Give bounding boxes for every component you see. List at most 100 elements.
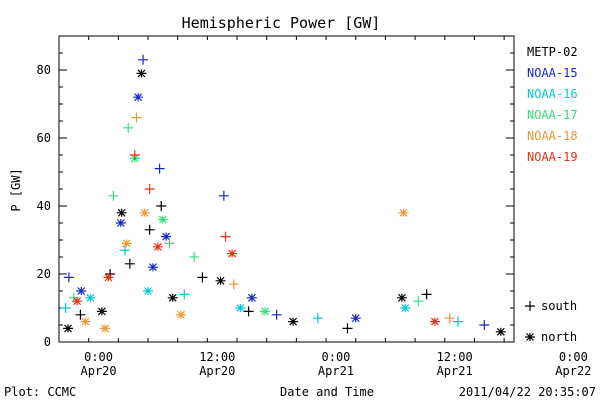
data-point-north xyxy=(136,69,147,78)
data-point-south xyxy=(444,313,455,324)
data-point-south xyxy=(138,54,149,65)
data-points xyxy=(60,54,506,336)
legend-entry: NOAA-16 xyxy=(527,87,578,101)
data-point-south xyxy=(271,309,282,320)
data-point-north xyxy=(400,304,411,312)
data-point-north xyxy=(157,215,168,224)
legend-marker-plus xyxy=(525,301,535,311)
data-point-north xyxy=(429,317,440,326)
data-point-north xyxy=(80,317,91,326)
legend-marker-label: south xyxy=(541,299,577,313)
data-point-south xyxy=(421,289,432,300)
legend-entry: NOAA-15 xyxy=(527,66,578,80)
data-point-north xyxy=(85,293,96,302)
legend-entry: NOAA-18 xyxy=(527,129,578,143)
series-metp-02 xyxy=(63,69,506,336)
x-tick-date-label: Apr21 xyxy=(437,364,473,378)
y-tick-label: 40 xyxy=(37,199,51,213)
x-tick-label: 0:00 xyxy=(322,350,351,364)
series-noaa-16 xyxy=(60,245,463,327)
data-point-north xyxy=(227,249,238,258)
data-point-south xyxy=(243,306,254,317)
data-point-north xyxy=(167,293,178,302)
data-point-north xyxy=(76,287,87,295)
y-tick-label: 60 xyxy=(37,131,51,145)
x-tick-date-label: Apr20 xyxy=(81,364,117,378)
data-point-north xyxy=(260,307,271,316)
data-point-north xyxy=(175,310,186,319)
data-point-south xyxy=(131,112,142,123)
data-point-north xyxy=(100,324,111,333)
data-point-south xyxy=(123,122,134,133)
footer-source: Plot: CCMC xyxy=(4,385,76,399)
data-point-north xyxy=(115,219,126,227)
data-point-north xyxy=(288,317,299,326)
x-tick-label: 0:00 xyxy=(84,350,113,364)
data-point-north xyxy=(495,327,506,336)
series-noaa-17 xyxy=(68,122,424,316)
data-point-south xyxy=(179,289,190,300)
x-tick-label: 12:00 xyxy=(199,350,235,364)
data-point-north xyxy=(72,297,83,306)
data-point-south xyxy=(342,323,353,334)
y-tick-label: 80 xyxy=(37,63,51,77)
y-axis-label: P [GW] xyxy=(9,168,23,211)
data-point-north xyxy=(133,93,144,102)
footer-timestamp: 2011/04/22 20:35:07 xyxy=(459,385,596,399)
y-tick-label: 20 xyxy=(37,267,51,281)
series-noaa-19 xyxy=(72,150,440,326)
x-axis-label: Date and Time xyxy=(280,385,374,399)
y-tick-label: 0 xyxy=(44,335,51,349)
data-point-north xyxy=(152,242,163,251)
data-point-south xyxy=(452,316,463,327)
data-point-north xyxy=(121,239,132,248)
data-point-south xyxy=(124,258,135,269)
chart-title: Hemispheric Power [GW] xyxy=(182,14,381,32)
data-point-south xyxy=(63,272,74,283)
data-point-south xyxy=(60,303,71,313)
x-tick-date-label: Apr21 xyxy=(318,364,354,378)
data-point-south xyxy=(119,245,130,256)
data-point-south xyxy=(413,296,424,307)
x-tick-date-label: Apr20 xyxy=(199,364,235,378)
data-point-north xyxy=(246,293,257,302)
x-tick-date-label: Apr22 xyxy=(555,364,591,378)
data-point-north xyxy=(161,232,172,241)
legend-entry: NOAA-19 xyxy=(527,150,578,164)
series-noaa-18 xyxy=(80,112,455,333)
data-point-north xyxy=(116,208,127,217)
data-point-south xyxy=(144,224,155,235)
data-point-south xyxy=(479,320,490,330)
data-point-south xyxy=(312,313,323,324)
legend-entry: METP-02 xyxy=(527,45,578,59)
data-point-north xyxy=(143,287,154,295)
data-point-south xyxy=(154,163,165,174)
data-point-south xyxy=(144,184,155,194)
data-point-north xyxy=(398,208,409,217)
data-point-south xyxy=(197,272,208,283)
data-point-north xyxy=(350,314,361,323)
data-point-north xyxy=(235,304,246,312)
x-tick-label: 12:00 xyxy=(437,350,473,364)
data-point-south xyxy=(129,150,140,160)
data-point-south xyxy=(75,309,86,320)
data-point-south xyxy=(220,231,231,242)
data-point-north xyxy=(147,263,158,272)
data-point-north xyxy=(215,276,226,285)
data-point-south xyxy=(156,201,167,211)
legend-entry: NOAA-17 xyxy=(527,108,578,122)
data-point-north xyxy=(396,293,407,302)
data-point-south xyxy=(228,279,239,290)
series-noaa-15 xyxy=(63,54,490,330)
legend-marker-label: north xyxy=(541,330,577,344)
data-point-south xyxy=(108,190,119,201)
data-point-north xyxy=(103,273,114,282)
data-point-north xyxy=(63,324,74,333)
data-point-north xyxy=(96,307,107,316)
plot-frame xyxy=(58,35,515,343)
data-point-north xyxy=(139,208,150,217)
legend: METP-02 NOAA-15 NOAA-16 NOAA-17 NOAA-18 NOAA-… xyxy=(525,45,578,344)
data-point-south xyxy=(189,252,200,262)
